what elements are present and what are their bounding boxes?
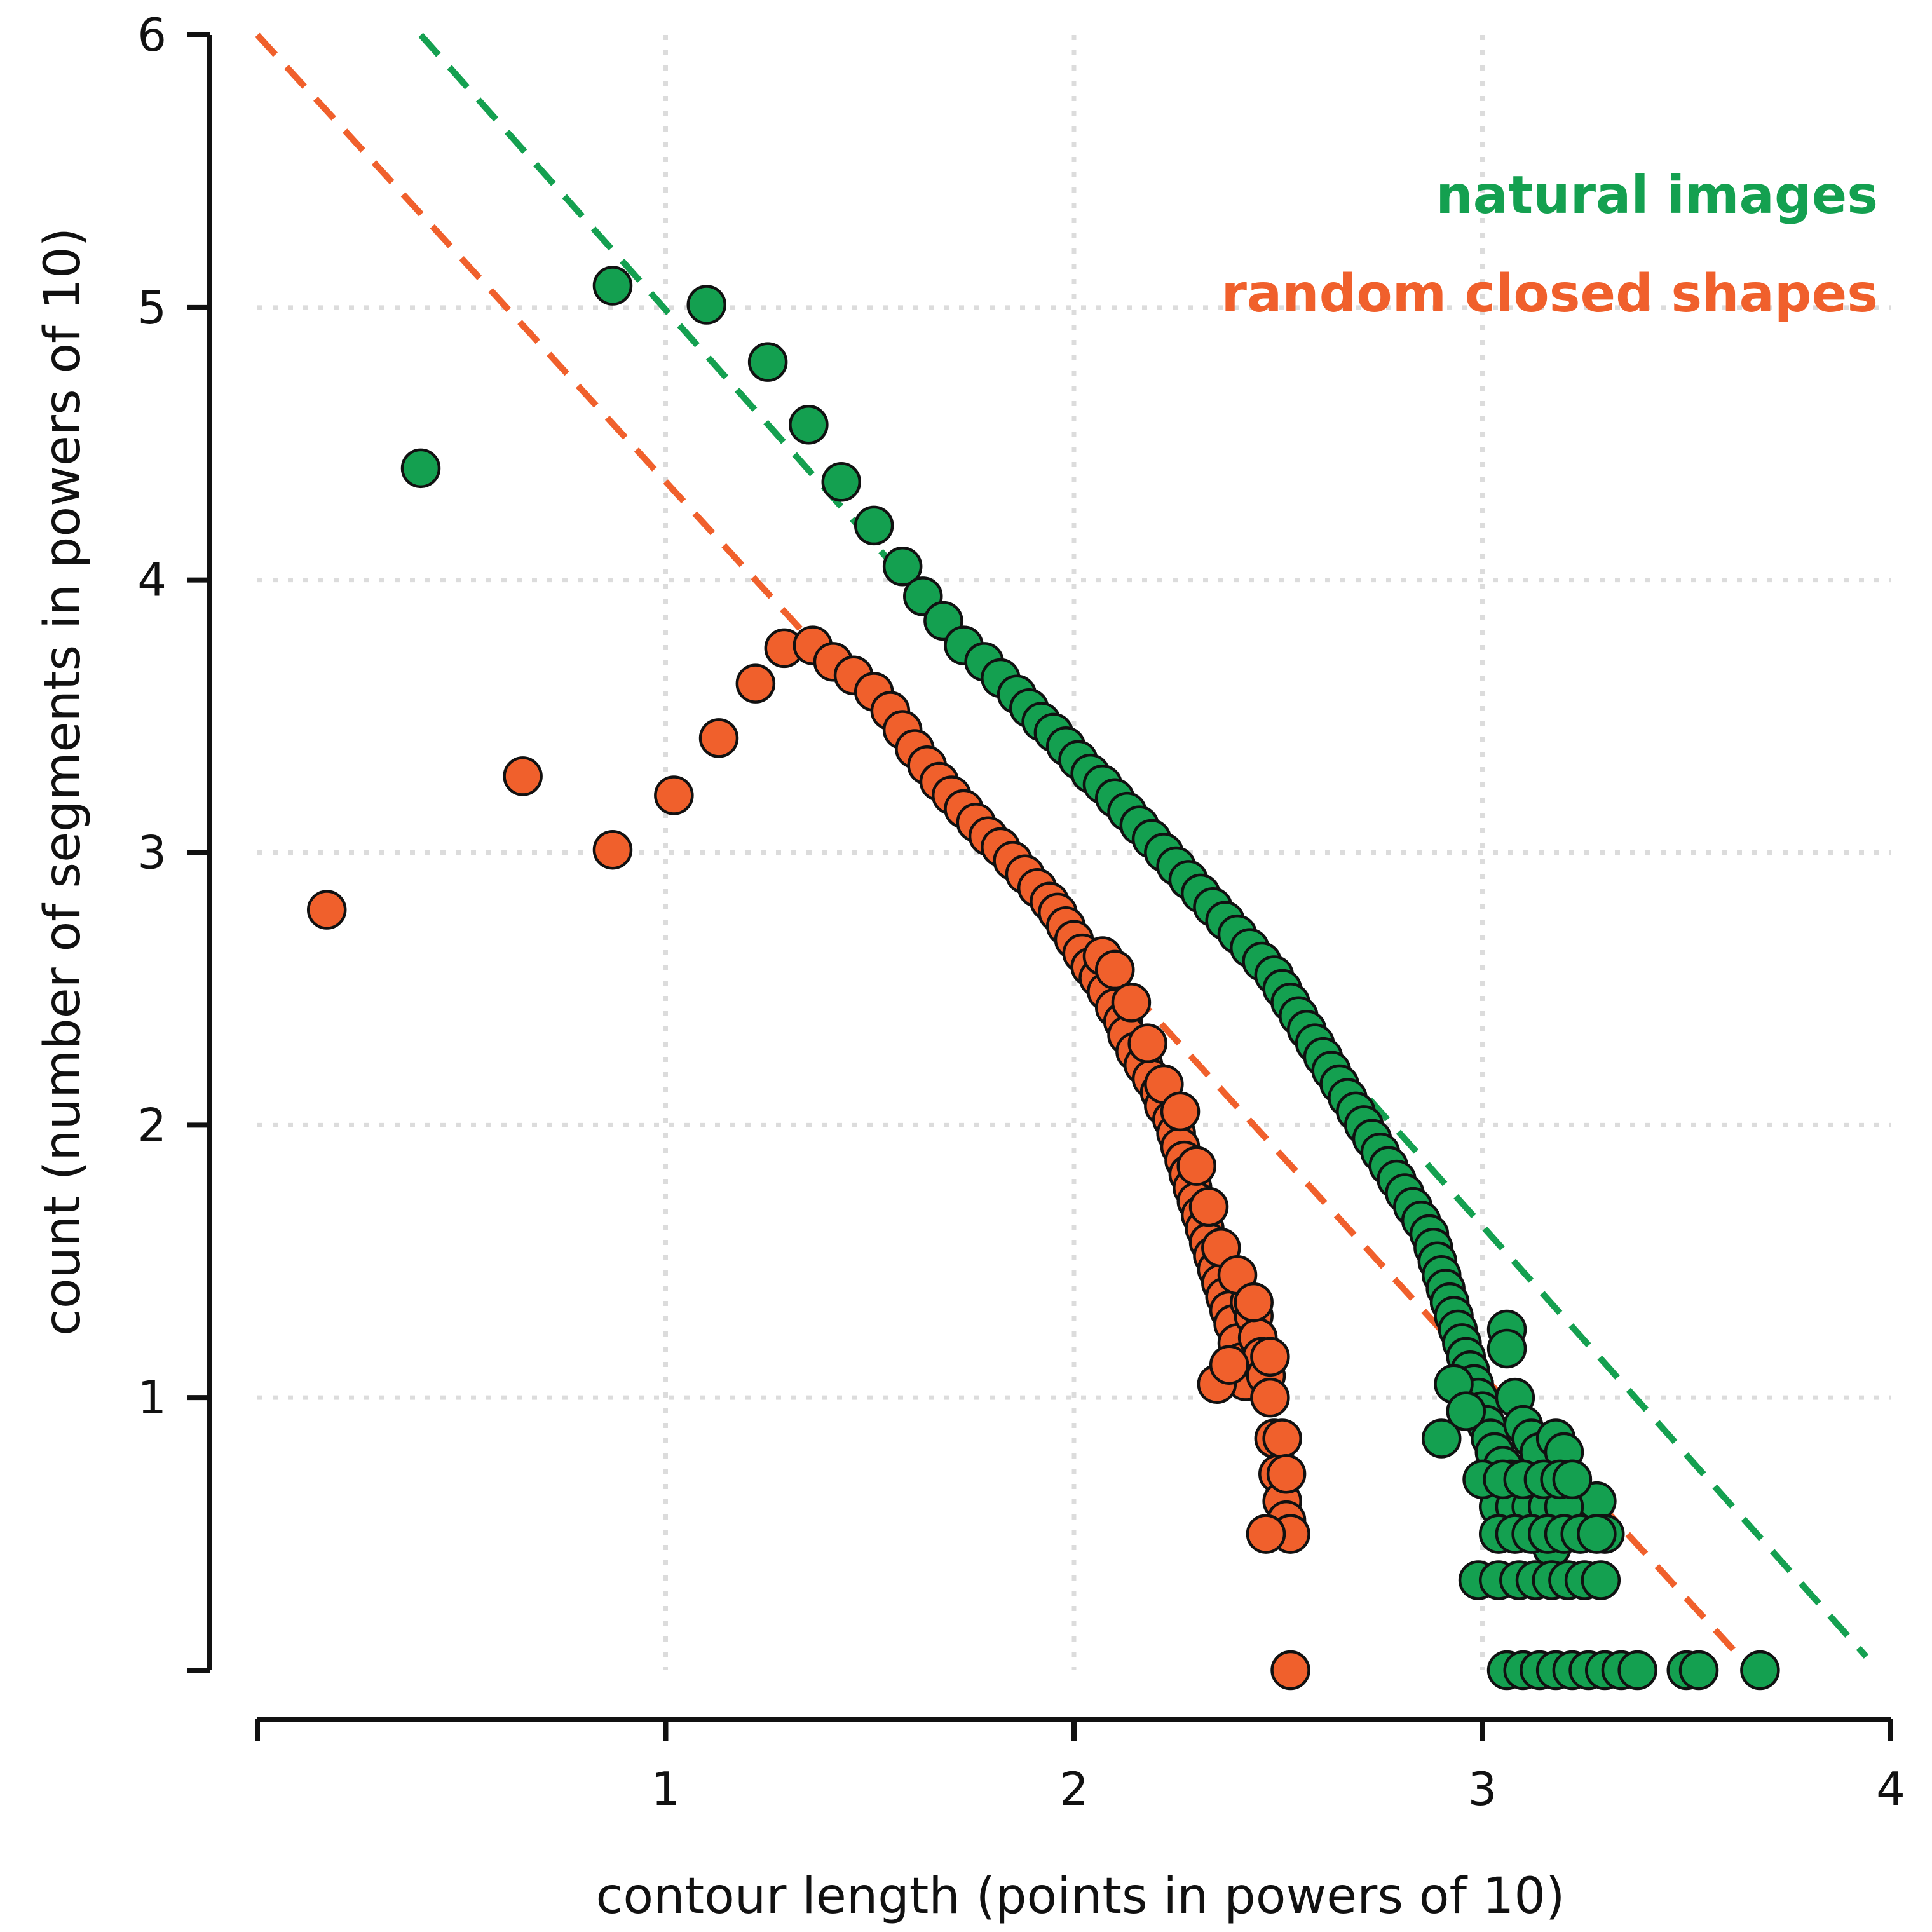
data-point-series-1 <box>1250 1337 1290 1377</box>
data-point-series-0 <box>686 285 726 325</box>
data-point-series-1 <box>1250 1377 1290 1418</box>
data-point-series-1 <box>1266 1453 1307 1494</box>
data-point-series-0 <box>821 462 862 502</box>
data-point-series-1 <box>1246 1514 1286 1554</box>
data-point-series-1 <box>1234 1282 1274 1323</box>
data-point-series-1 <box>1176 1146 1216 1186</box>
data-point-series-0 <box>854 505 894 546</box>
y-tick-label: 5 <box>137 281 167 334</box>
grid <box>257 35 1891 1670</box>
legend-natural-images: natural images <box>1436 165 1878 226</box>
data-point-series-1 <box>1127 1023 1167 1063</box>
data-point-series-1 <box>306 890 347 930</box>
x-tick-label: 2 <box>1059 1762 1089 1816</box>
data-point-series-0 <box>1678 1650 1719 1690</box>
ticks: 1 2 3 4 1 2 3 4 5 6 <box>137 8 1905 1816</box>
data-point-series-0 <box>1740 1650 1780 1690</box>
data-point-series-1 <box>1160 1091 1201 1132</box>
data-point-series-1 <box>1270 1650 1310 1690</box>
data-point-series-0 <box>1446 1391 1486 1431</box>
data-points <box>306 266 1780 1690</box>
data-point-series-1 <box>698 718 739 758</box>
y-tick-label: 2 <box>137 1098 167 1152</box>
data-point-series-1 <box>592 829 633 870</box>
data-point-series-0 <box>1581 1560 1621 1600</box>
y-tick-label: 1 <box>137 1371 167 1424</box>
data-point-series-0 <box>592 266 633 306</box>
x-tick-label: 1 <box>651 1762 681 1816</box>
data-point-series-1 <box>1095 949 1135 990</box>
data-point-series-1 <box>1262 1418 1302 1459</box>
data-point-series-1 <box>503 756 543 796</box>
data-point-series-0 <box>1486 1328 1527 1369</box>
y-tick-label: 3 <box>137 826 167 880</box>
y-tick-label: 4 <box>137 554 167 607</box>
data-point-series-0 <box>1552 1459 1593 1500</box>
data-point-series-0 <box>1577 1514 1617 1554</box>
data-point-series-0 <box>789 404 829 445</box>
data-point-series-1 <box>1188 1187 1229 1227</box>
data-point-series-0 <box>400 448 441 489</box>
data-point-series-1 <box>735 663 776 704</box>
data-point-series-1 <box>1209 1345 1249 1385</box>
data-point-series-1 <box>1111 983 1152 1023</box>
legend-random-closed-shapes: random closed shapes <box>1221 264 1878 324</box>
data-point-series-0 <box>1617 1650 1657 1690</box>
data-point-series-1 <box>654 775 694 815</box>
x-tick-label: 3 <box>1468 1762 1497 1816</box>
x-axis-title: contour length (points in powers of 10) <box>596 1868 1565 1925</box>
x-tick-label: 4 <box>1876 1762 1905 1816</box>
y-tick-label: 6 <box>137 8 167 62</box>
data-point-series-0 <box>1422 1418 1462 1459</box>
data-point-series-0 <box>747 342 788 382</box>
data-point-series-0 <box>882 546 923 587</box>
y-axis-title: count (number of segments in powers of 1… <box>34 228 92 1336</box>
